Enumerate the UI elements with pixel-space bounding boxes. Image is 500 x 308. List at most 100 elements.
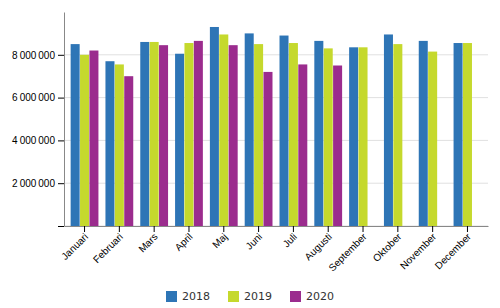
bar: [419, 41, 428, 226]
x-tick: April: [173, 226, 195, 253]
y-tick-mark: [58, 98, 64, 99]
y-tick-label: 2 000 000: [12, 178, 55, 189]
y-tick: [58, 226, 64, 227]
bar: [194, 41, 203, 226]
bar-series: [80, 34, 472, 226]
bar: [115, 64, 124, 226]
x-tick-mark: [154, 226, 155, 232]
x-tick: Juni: [243, 226, 264, 252]
legend-label: 2018: [182, 290, 210, 303]
bar: [245, 33, 254, 226]
bar: [254, 44, 263, 226]
x-tick-mark: [223, 226, 224, 232]
x-tick-mark: [328, 226, 329, 232]
x-tick: Oktober: [371, 226, 404, 264]
x-tick-mark: [119, 226, 120, 232]
bar: [263, 72, 272, 226]
y-tick-mark: [58, 140, 64, 141]
y-tick-label: 6 000 000: [12, 92, 55, 103]
x-tick-mark: [84, 226, 85, 232]
bar: [89, 51, 98, 226]
bar: [80, 55, 89, 226]
legend: 2018 2019 2020: [166, 290, 334, 303]
bar: [333, 66, 342, 227]
x-tick-label: Juni: [243, 231, 264, 252]
bar: [314, 41, 323, 226]
x-tick: September: [326, 226, 369, 273]
bar: [324, 48, 333, 226]
x-tick-label: Januari: [59, 231, 90, 262]
x-axis-line: [65, 226, 489, 227]
x-tick: December: [433, 226, 474, 271]
x-tick: Januari: [59, 226, 90, 262]
x-tick-mark: [432, 226, 433, 232]
y-axis: 2 000 000 4 000 000 6 000 000 8 000 000: [12, 13, 64, 227]
x-tick-mark: [188, 226, 189, 232]
y-axis-line: [64, 13, 65, 227]
x-tick-label: Februari: [91, 231, 125, 265]
bar: [393, 44, 402, 226]
x-tick-mark: [293, 226, 294, 232]
bar-series: [71, 27, 463, 226]
legend-swatch: [228, 291, 239, 302]
bar: [140, 42, 149, 226]
bar-series: [89, 41, 342, 226]
x-tick-label: Mars: [136, 231, 160, 255]
bar: [229, 45, 238, 226]
bar: [219, 34, 228, 226]
y-tick: 2 000 000: [12, 178, 64, 189]
x-tick-label: December: [433, 230, 474, 271]
x-tick-mark: [467, 226, 468, 232]
x-tick-label: November: [398, 230, 439, 271]
legend-item: 2019: [228, 290, 272, 303]
x-tick-label: Augusti: [303, 231, 334, 262]
y-tick-label: 8 000 000: [12, 50, 55, 61]
x-tick-label: April: [173, 231, 195, 253]
legend-label: 2019: [244, 290, 272, 303]
bar: [384, 34, 393, 226]
bar: [289, 43, 298, 226]
y-tick: 4 000 000: [12, 135, 64, 146]
y-tick: 8 000 000: [12, 50, 64, 61]
bar: [150, 42, 159, 226]
chart: 2 000 000 4 000 000 6 000 000 8 000 000 Janu…: [0, 0, 500, 308]
y-tick-mark: [58, 183, 64, 184]
y-tick-label: 4 000 000: [12, 135, 55, 146]
y-tick-mark: [58, 55, 64, 56]
legend-swatch: [290, 291, 301, 302]
bars: [71, 27, 472, 226]
bar: [184, 43, 193, 226]
x-axis: JanuariFebruari Mars April Maj Juni JuliAugus…: [59, 226, 488, 273]
x-tick-label: Juli: [281, 231, 299, 249]
legend-item: 2020: [290, 290, 334, 303]
plot: 2 000 000 4 000 000 6 000 000 8 000 000 Janu…: [12, 13, 488, 274]
x-tick: Februari: [91, 226, 125, 265]
y-tick-mark: [58, 226, 64, 227]
x-tick-label: Oktober: [371, 230, 404, 263]
bar: [349, 47, 358, 226]
x-tick: Maj: [210, 226, 229, 250]
x-tick-mark: [363, 226, 364, 232]
legend-item: 2018: [166, 290, 210, 303]
legend-swatch: [166, 291, 177, 302]
x-tick-label: September: [326, 230, 369, 273]
x-tick: Mars: [136, 226, 160, 254]
bar: [159, 45, 168, 226]
x-tick: Augusti: [303, 226, 334, 262]
bar: [124, 76, 133, 226]
y-tick: 6 000 000: [12, 92, 64, 103]
bar: [105, 61, 114, 226]
x-tick-mark: [397, 226, 398, 232]
bar: [359, 47, 368, 226]
bar: [71, 44, 80, 226]
bar: [280, 36, 289, 226]
bar: [298, 64, 307, 226]
x-tick-label: Maj: [210, 231, 229, 250]
bar: [210, 27, 219, 226]
bar: [175, 54, 184, 226]
bar: [428, 52, 437, 226]
x-tick: Juli: [281, 226, 299, 249]
x-tick-mark: [258, 226, 259, 232]
legend-label: 2020: [306, 290, 334, 303]
bar: [454, 43, 463, 226]
